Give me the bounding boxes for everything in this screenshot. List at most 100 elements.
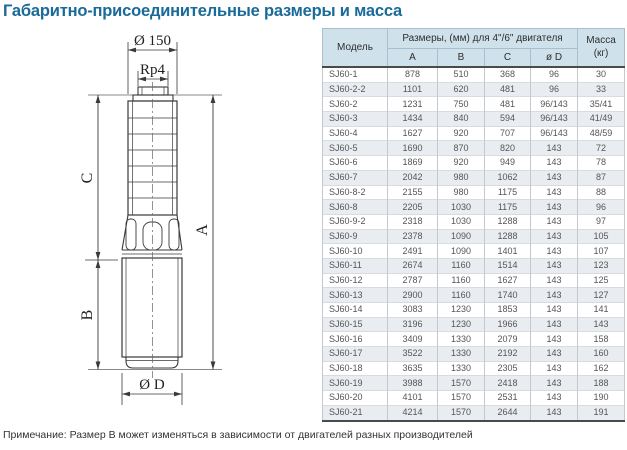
page-title: Габаритно-присоединительные размеры и ма… xyxy=(3,2,402,20)
value-cell: 143 xyxy=(529,258,579,274)
model-cell: SJ60-2-2 xyxy=(322,82,388,97)
value-cell: 3083 xyxy=(387,302,438,318)
table-row: SJ60-5 1690 870 820 143 72 xyxy=(322,140,626,156)
value-cell: 1966 xyxy=(484,317,531,332)
value-cell: 3635 xyxy=(387,361,438,376)
model-cell: SJ60-16 xyxy=(322,331,388,347)
model-cell: SJ60-2 xyxy=(322,96,388,112)
dim-label-top-diameter: Ø 150 xyxy=(134,33,171,49)
value-cell: 78 xyxy=(577,155,626,171)
value-cell: 96 xyxy=(529,82,579,97)
value-cell: 1570 xyxy=(437,390,485,406)
model-cell: SJ60-7 xyxy=(322,170,388,185)
value-cell: 188 xyxy=(577,375,626,391)
value-cell: 1853 xyxy=(484,302,531,318)
value-cell: 143 xyxy=(529,317,579,332)
value-cell: 1030 xyxy=(437,214,485,230)
value-cell: 2305 xyxy=(484,361,531,376)
value-cell: 41/49 xyxy=(577,111,626,127)
value-cell: 143 xyxy=(529,273,579,288)
value-cell: 97 xyxy=(577,214,626,230)
value-cell: 2079 xyxy=(484,331,531,347)
value-cell: 96/143 xyxy=(529,96,579,112)
table-body: SJ60-1 878 510 368 96 30 SJ60-2-2 1101 620 481 96 3… xyxy=(322,67,626,421)
value-cell: 594 xyxy=(484,111,531,127)
value-cell: 2900 xyxy=(387,287,438,303)
value-cell: 4101 xyxy=(387,390,438,406)
model-cell: SJ60-14 xyxy=(322,302,388,318)
value-cell: 33 xyxy=(577,82,626,97)
model-cell: SJ60-17 xyxy=(322,346,388,362)
value-cell: 1230 xyxy=(437,302,485,318)
pump-dimension-drawing: Ø 150 Rp4 C B A Ø D xyxy=(79,33,222,405)
model-cell: SJ60-9 xyxy=(322,229,388,244)
value-cell: 2787 xyxy=(387,273,438,288)
dimensions-table: Модель Размеры, (мм) для 4"/6" двигателя… xyxy=(322,28,626,422)
value-cell: 123 xyxy=(577,258,626,274)
value-cell: 143 xyxy=(529,405,579,421)
table-row: SJ60-11 2674 1160 1514 143 123 xyxy=(322,258,626,274)
table-row: SJ60-21 4214 1570 2644 143 191 xyxy=(322,405,626,421)
model-cell: SJ60-4 xyxy=(322,126,388,141)
value-cell: 48/59 xyxy=(577,126,626,141)
value-cell: 1288 xyxy=(484,214,531,230)
table-row: SJ60-2-2 1101 620 481 96 33 xyxy=(322,82,626,97)
value-cell: 143 xyxy=(577,317,626,332)
value-cell: 1160 xyxy=(437,287,485,303)
value-cell: 1869 xyxy=(387,155,438,171)
value-cell: 143 xyxy=(529,346,579,362)
model-cell: SJ60-5 xyxy=(322,140,388,156)
value-cell: 1627 xyxy=(484,273,531,288)
value-cell: 143 xyxy=(529,361,579,376)
value-cell: 2042 xyxy=(387,170,438,185)
value-cell: 920 xyxy=(437,126,485,141)
value-cell: 160 xyxy=(577,346,626,362)
model-cell: SJ60-3 xyxy=(322,111,388,127)
value-cell: 3988 xyxy=(387,375,438,391)
table-row: SJ60-13 2900 1160 1740 143 127 xyxy=(322,287,626,303)
value-cell: 143 xyxy=(529,287,579,303)
value-cell: 920 xyxy=(437,155,485,171)
value-cell: 1175 xyxy=(484,199,531,215)
value-cell: 1231 xyxy=(387,96,438,112)
value-cell: 141 xyxy=(577,302,626,318)
value-cell: 1330 xyxy=(437,346,485,362)
table-row: SJ60-8-2 2155 980 1175 143 88 xyxy=(322,185,626,200)
model-cell: SJ60-11 xyxy=(322,258,388,274)
value-cell: 143 xyxy=(529,185,579,200)
mass-unit: (кг) xyxy=(593,47,609,59)
value-cell: 4214 xyxy=(387,405,438,421)
value-cell: 143 xyxy=(529,375,579,391)
value-cell: 1434 xyxy=(387,111,438,127)
value-cell: 3522 xyxy=(387,346,438,362)
value-cell: 1288 xyxy=(484,229,531,244)
value-cell: 707 xyxy=(484,126,531,141)
value-cell: 143 xyxy=(529,331,579,347)
footnote: Примечание: Размер В может изменяться в … xyxy=(3,429,473,441)
value-cell: 96/143 xyxy=(529,111,579,127)
value-cell: 1101 xyxy=(387,82,438,97)
value-cell: 949 xyxy=(484,155,531,171)
model-cell: SJ60-8 xyxy=(322,199,388,215)
table-row: SJ60-9-2 2318 1030 1288 143 97 xyxy=(322,214,626,230)
value-cell: 980 xyxy=(437,185,485,200)
value-cell: 190 xyxy=(577,390,626,406)
value-cell: 1160 xyxy=(437,258,485,274)
value-cell: 1160 xyxy=(437,273,485,288)
value-cell: 143 xyxy=(529,302,579,318)
value-cell: 1062 xyxy=(484,170,531,185)
value-cell: 1330 xyxy=(437,331,485,347)
column-header-model: Модель xyxy=(322,28,388,68)
value-cell: 125 xyxy=(577,273,626,288)
model-cell: SJ60-12 xyxy=(322,273,388,288)
value-cell: 158 xyxy=(577,331,626,347)
model-cell: SJ60-1 xyxy=(322,67,388,83)
value-cell: 143 xyxy=(529,155,579,171)
table-row: SJ60-17 3522 1330 2192 143 160 xyxy=(322,346,626,362)
table-row: SJ60-14 3083 1230 1853 143 141 xyxy=(322,302,626,318)
column-header-c: C xyxy=(484,48,531,68)
value-cell: 2644 xyxy=(484,405,531,421)
value-cell: 840 xyxy=(437,111,485,127)
column-header-d: ø D xyxy=(529,48,579,68)
